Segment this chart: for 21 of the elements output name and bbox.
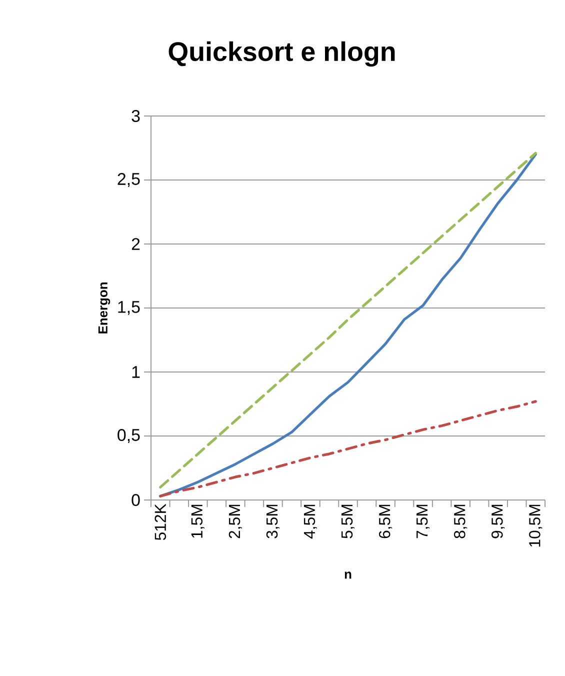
- y-tick-label: 2: [132, 238, 140, 250]
- x-tick-label: 10,5M: [529, 504, 542, 547]
- x-tick-label: 512K: [154, 504, 166, 540]
- x-tick-label: 4,5M: [304, 504, 317, 539]
- x-axis-title: n: [344, 572, 352, 579]
- x-tick-label: 7,5M: [416, 504, 430, 538]
- y-tick-label: 1: [132, 366, 140, 378]
- y-tick-label: 0,5: [118, 429, 140, 443]
- y-tick-label: 0: [132, 494, 140, 506]
- x-tick-label: 3,5M: [266, 504, 280, 538]
- x-tick-label: 9,5M: [492, 504, 505, 538]
- chart-title: Quicksort e nlogn: [168, 41, 395, 67]
- y-tick-label: 1,5: [118, 301, 140, 315]
- y-axis-title: Energon: [98, 282, 110, 334]
- y-tick-label: 2,5: [118, 173, 140, 187]
- x-tick-label: 6,5M: [378, 504, 392, 538]
- x-tick-label: 2,5M: [228, 504, 242, 538]
- x-tick-label: 1,5M: [191, 504, 204, 538]
- y-tick-label: 3: [132, 110, 140, 122]
- x-tick-label: 8,5M: [454, 504, 468, 538]
- x-tick-label: 5,5M: [342, 504, 354, 538]
